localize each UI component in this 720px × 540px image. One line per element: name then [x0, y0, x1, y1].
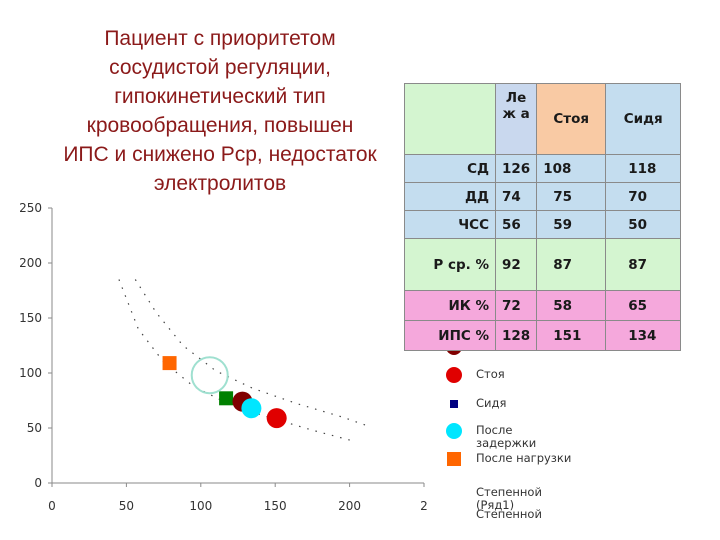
table-cell: 126	[494, 154, 538, 183]
x-tick-label: 150	[264, 499, 287, 513]
table-cell: 74	[494, 182, 538, 211]
table-header-row: Ле ж а Стоя Сидя	[404, 83, 682, 155]
legend-marker	[446, 367, 462, 383]
table-cell: 72	[494, 290, 538, 321]
legend-label: Стоя	[476, 367, 505, 381]
table-cell: 128	[494, 320, 538, 351]
series-point-5	[162, 356, 177, 371]
table-cell: 59	[536, 210, 607, 239]
title-line: электролитов	[153, 172, 287, 195]
trend-curve-1	[118, 279, 355, 442]
y-tick-label: 200	[19, 256, 42, 270]
x-tick-label: 0	[48, 499, 56, 513]
table-cell: 50	[605, 210, 682, 239]
row-label: ЧСС	[404, 210, 496, 239]
legend-marker	[450, 400, 458, 408]
title-line: сосудистой регуляции,	[109, 56, 331, 79]
series-point-4	[241, 398, 262, 419]
legend-marker	[447, 452, 461, 466]
col-header-sit: Сидя	[605, 83, 682, 155]
legend-label: Сидя	[476, 396, 507, 410]
title-line: ИПС и снижено Рср, недостаток	[63, 143, 377, 166]
x-tick-label: 100	[189, 499, 212, 513]
table-row-sd: СД 126 108 118	[404, 154, 682, 183]
table-cell: 70	[605, 182, 682, 211]
table-row-pmean: Р ср. % 92 87 87	[404, 238, 682, 291]
trend-lines	[118, 279, 368, 442]
table-cell: 87	[605, 238, 682, 291]
row-label: Р ср. %	[404, 238, 496, 291]
row-label: ИПС %	[404, 320, 496, 351]
table-corner-cell	[404, 83, 496, 155]
title-line: кровообращения, повышен	[86, 114, 354, 137]
hemodynamics-table: Ле ж а Стоя Сидя СД 126 108 118 ДД 74 75…	[404, 83, 682, 351]
chart-axes: 0 50 100 150 200 250 0 50 100 150 200 2	[19, 201, 428, 513]
table-cell: 65	[605, 290, 682, 321]
legend-marker	[446, 423, 462, 439]
table-row-ips: ИПС % 128 151 134	[404, 320, 682, 351]
x-tick-label: 200	[338, 499, 361, 513]
col-header-lie: Ле ж а	[494, 83, 538, 155]
table-row-hr: ЧСС 56 59 50	[404, 210, 682, 239]
table-cell: 75	[536, 182, 607, 211]
legend-label: После нагрузки	[476, 451, 572, 465]
row-label: ДД	[404, 182, 496, 211]
legend-label: После задержки	[476, 423, 537, 450]
title-line: гипокинетический тип	[114, 85, 326, 108]
y-tick-label: 50	[27, 421, 42, 435]
table-cell: 118	[605, 154, 682, 183]
x-tick-label: 2	[420, 499, 428, 513]
y-tick-label: 100	[19, 366, 42, 380]
row-label: СД	[404, 154, 496, 183]
legend-label: Степенной (Ряд1)	[476, 485, 542, 512]
table-cell: 151	[536, 320, 607, 351]
extra-point-2	[190, 356, 229, 395]
y-tick-label: 150	[19, 311, 42, 325]
table-cell: 134	[605, 320, 682, 351]
table-cell: 92	[494, 238, 538, 291]
data-points	[162, 356, 287, 429]
slide-title: Пациент с приоритетом сосудистой регуляц…	[20, 24, 420, 198]
legend-label: Степенной	[476, 507, 542, 521]
table-cell: 58	[536, 290, 607, 321]
row-label: ИК %	[404, 290, 496, 321]
table-cell: 87	[536, 238, 607, 291]
table-cell: 108	[536, 154, 607, 183]
x-tick-label: 50	[119, 499, 134, 513]
col-header-stand: Стоя	[536, 83, 607, 155]
table-row-ik: ИК % 72 58 65	[404, 290, 682, 321]
table-row-dd: ДД 74 75 70	[404, 182, 682, 211]
series-point-2	[266, 408, 287, 429]
table-cell: 56	[494, 210, 538, 239]
y-tick-label: 0	[34, 476, 42, 490]
extra-point-1	[219, 391, 234, 406]
title-line: Пациент с приоритетом	[104, 27, 336, 50]
y-tick-label: 250	[19, 201, 42, 215]
